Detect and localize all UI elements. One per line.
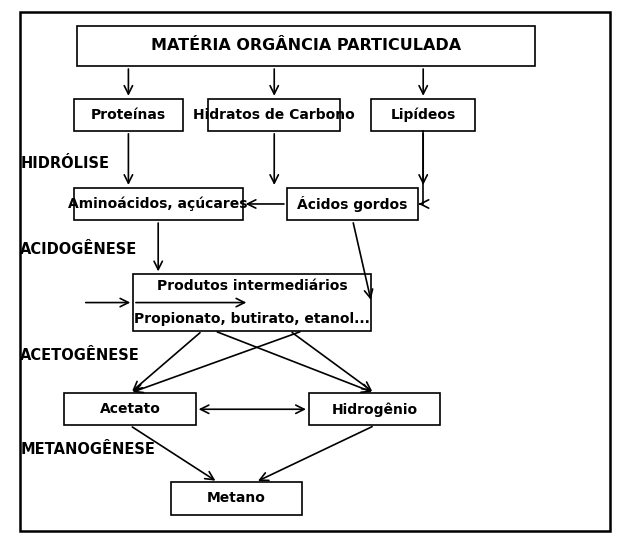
Text: Acetato: Acetato	[100, 402, 161, 416]
Text: Lipídeos: Lipídeos	[391, 108, 456, 122]
Text: ACIDOGÊNESE: ACIDOGÊNESE	[20, 242, 137, 257]
FancyBboxPatch shape	[372, 99, 475, 131]
Text: METANOGÊNESE: METANOGÊNESE	[20, 442, 155, 457]
FancyBboxPatch shape	[74, 188, 243, 220]
Text: Ácidos gordos: Ácidos gordos	[297, 196, 408, 212]
FancyBboxPatch shape	[309, 393, 440, 426]
Text: Metano: Metano	[207, 491, 266, 506]
Text: Hidratos de Carbono: Hidratos de Carbono	[193, 108, 355, 122]
Text: MATÉRIA ORGÂNCIA PARTICULADA: MATÉRIA ORGÂNCIA PARTICULADA	[151, 39, 461, 53]
FancyBboxPatch shape	[74, 99, 183, 131]
Text: HIDRÓLISE: HIDRÓLISE	[20, 156, 109, 171]
Text: Hidrogênio: Hidrogênio	[331, 402, 418, 416]
FancyBboxPatch shape	[77, 26, 534, 66]
FancyBboxPatch shape	[171, 482, 302, 515]
Text: ACETOGÊNESE: ACETOGÊNESE	[20, 348, 140, 363]
FancyBboxPatch shape	[133, 274, 372, 331]
FancyBboxPatch shape	[209, 99, 340, 131]
Text: Proteínas: Proteínas	[91, 108, 166, 122]
FancyBboxPatch shape	[20, 12, 610, 531]
Text: Aminoácidos, açúcares: Aminoácidos, açúcares	[69, 197, 248, 211]
FancyBboxPatch shape	[287, 188, 418, 220]
FancyBboxPatch shape	[64, 393, 196, 426]
Text: Produtos intermediários

Propionato, butirato, etanol...: Produtos intermediários Propionato, buti…	[134, 279, 370, 326]
